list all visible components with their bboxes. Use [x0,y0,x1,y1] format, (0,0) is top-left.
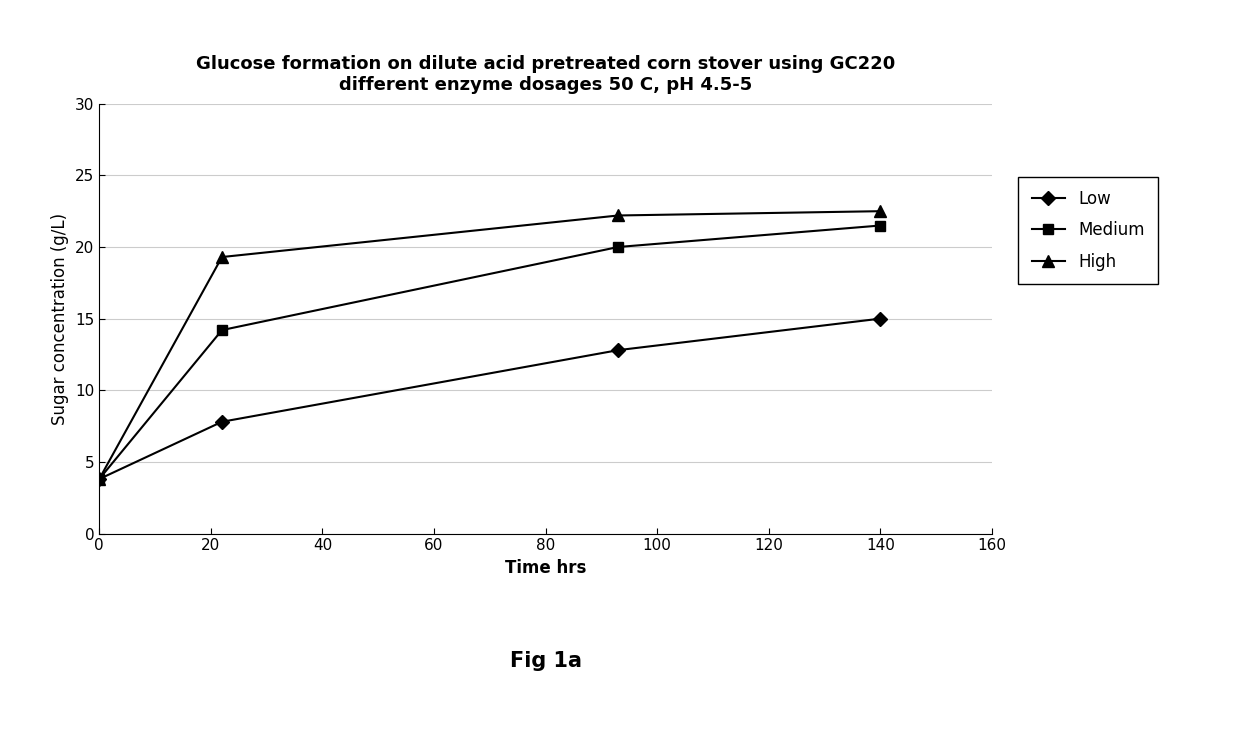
Low [215,417,229,426]
High [92,475,107,484]
Low [92,475,107,484]
Y-axis label: Sugar concentration (g/L): Sugar concentration (g/L) [51,213,69,425]
Text: Fig 1a: Fig 1a [510,651,582,671]
Line: Medium: Medium [94,221,885,484]
Low [610,346,625,355]
Low [873,314,888,323]
Line: Low: Low [94,313,885,484]
High [610,211,625,220]
High [873,207,888,216]
X-axis label: Time hrs: Time hrs [505,559,587,577]
Medium [92,475,107,484]
Medium [215,325,229,334]
Legend: Low, Medium, High: Low, Medium, High [1018,176,1158,284]
Line: High: High [94,206,885,485]
Title: Glucose formation on dilute acid pretreated corn stover using GC220
different en: Glucose formation on dilute acid pretrea… [196,55,895,94]
High [215,253,229,262]
Medium [873,221,888,230]
Medium [610,242,625,251]
